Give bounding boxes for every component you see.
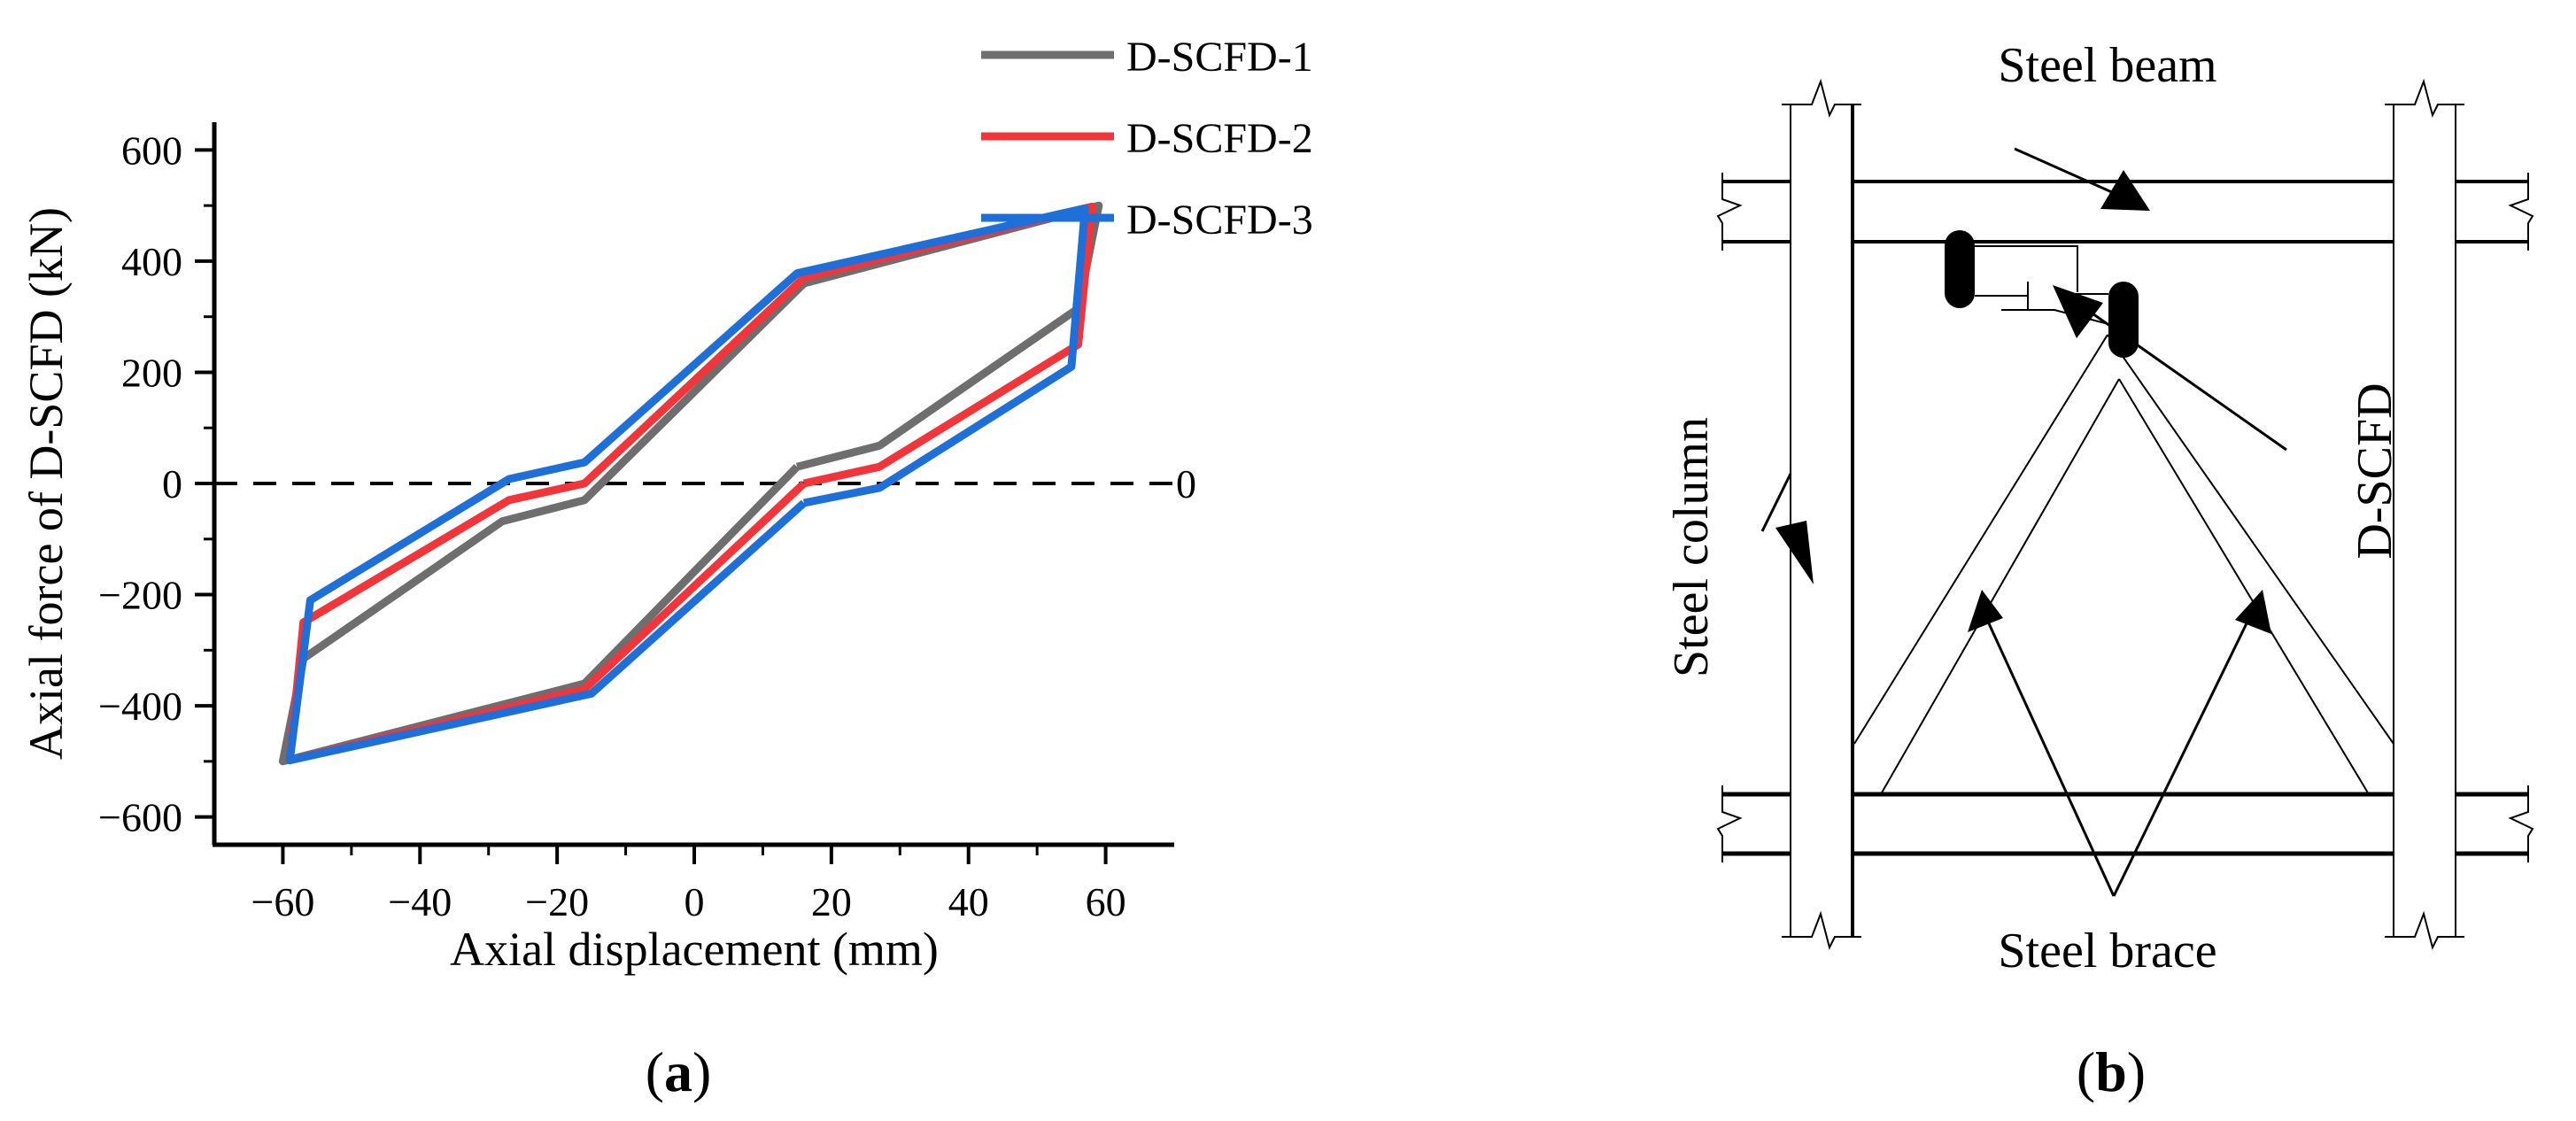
x-tick-label: 20: [811, 879, 852, 924]
x-tick-label: −20: [525, 879, 589, 924]
chevron-steel-brace: [1853, 334, 2394, 795]
arrow-head-brace-left: [1968, 590, 2003, 632]
d-scfd-damper: [1945, 230, 2139, 358]
x-tick-label: −40: [388, 879, 452, 924]
panel-label-b: (b): [2077, 1040, 2146, 1103]
x-tick-label: 40: [948, 879, 989, 924]
y-tick-label: 600: [121, 128, 182, 173]
x-tick-label: 0: [685, 879, 705, 924]
break-mark-bottom-left: [1716, 785, 1743, 862]
panel-label-a-letter: a: [664, 1040, 692, 1103]
panel-label-a: (a): [646, 1040, 712, 1103]
label-d-scfd: D-SCFD: [2348, 383, 2402, 559]
break-mark-top-left: [1716, 173, 1743, 251]
right-steel-column: [2385, 78, 2464, 950]
y-ticks: −600 −400 −200 0 200 400 600: [98, 128, 214, 840]
y-axis-label: Axial force of D-SCFD (kN): [19, 207, 73, 760]
break-mark-bottom-right: [2508, 785, 2534, 862]
label-steel-column: Steel column: [1664, 417, 1719, 677]
frame-diagram: [1716, 78, 2534, 950]
label-steel-brace: Steel brace: [1998, 924, 2216, 978]
label-steel-beam: Steel beam: [1998, 38, 2216, 93]
arrow-head-steel-beam: [2100, 170, 2150, 211]
legend-label-3: D-SCFD-3: [1126, 197, 1313, 244]
legend-label-2: D-SCFD-2: [1126, 115, 1313, 162]
series-group: [278, 201, 1103, 766]
x-ticks: −60 −40 −20 0 20 40 60: [251, 845, 1126, 924]
y-tick-label: −400: [98, 684, 182, 729]
arrow-heads: [1775, 170, 2271, 634]
y-tick-label: 200: [121, 350, 182, 395]
legend: D-SCFD-1 D-SCFD-2 D-SCFD-3: [981, 34, 1313, 244]
series-line-3: [285, 204, 1089, 765]
y-tick-label: 0: [162, 461, 182, 506]
annotation-arrows: [1760, 147, 2287, 897]
y-tick-label: −200: [98, 573, 182, 618]
arrow-head-steel-column: [1775, 521, 1814, 584]
hysteresis-chart: −60 −40 −20 0 20 40 60 −600−400−2000200400600 …: [19, 34, 1313, 976]
x-tick-label: 60: [1086, 879, 1126, 924]
arrow-head-d-scfd: [2053, 285, 2103, 338]
x-axis-label: Axial displacement (mm): [450, 923, 939, 976]
left-steel-column: [1782, 78, 1861, 950]
x-tick-label: −60: [251, 879, 314, 924]
break-mark-top-right: [2508, 173, 2534, 251]
arrow-head-brace-right: [2235, 590, 2271, 634]
y-tick-label: 400: [121, 239, 182, 284]
zero-reference-label: 0: [1176, 461, 1196, 506]
y-tick-label: −600: [98, 795, 182, 840]
panel-label-b-letter: b: [2095, 1040, 2127, 1103]
legend-label-1: D-SCFD-1: [1126, 34, 1313, 81]
